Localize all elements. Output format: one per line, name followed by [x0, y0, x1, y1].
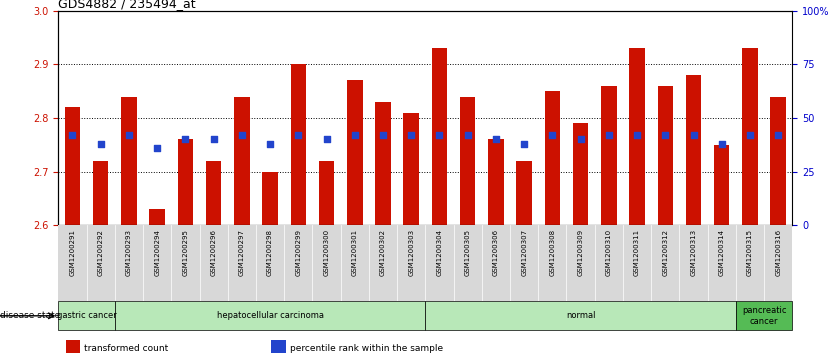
Bar: [686, 75, 701, 225]
Text: GSM1200292: GSM1200292: [98, 229, 103, 276]
Text: GSM1200296: GSM1200296: [211, 229, 217, 276]
Text: GSM1200312: GSM1200312: [662, 229, 668, 276]
Bar: [65, 107, 80, 225]
Point: [207, 136, 220, 142]
Point: [433, 132, 446, 138]
Bar: [630, 48, 645, 225]
Text: GSM1200308: GSM1200308: [550, 229, 555, 276]
Text: transformed count: transformed count: [84, 344, 168, 353]
Bar: [234, 97, 249, 225]
Bar: [404, 113, 419, 225]
Text: GSM1200313: GSM1200313: [691, 229, 696, 276]
Text: GSM1200302: GSM1200302: [380, 229, 386, 276]
Point: [687, 132, 701, 138]
Point: [150, 145, 163, 151]
Text: GSM1200303: GSM1200303: [408, 229, 414, 276]
Text: disease state: disease state: [0, 311, 60, 320]
Bar: [149, 209, 165, 225]
Text: percentile rank within the sample: percentile rank within the sample: [289, 344, 443, 353]
Bar: [601, 86, 616, 225]
Bar: [206, 161, 221, 225]
Bar: [347, 81, 363, 225]
Bar: [545, 91, 560, 225]
Bar: [93, 161, 108, 225]
Text: GSM1200306: GSM1200306: [493, 229, 499, 276]
Bar: [178, 139, 193, 225]
Text: GSM1200315: GSM1200315: [747, 229, 753, 276]
Bar: [375, 102, 391, 225]
Text: gastric cancer: gastric cancer: [57, 311, 117, 320]
Bar: [714, 145, 730, 225]
Bar: [736, 301, 792, 330]
Bar: [115, 301, 425, 330]
Bar: [66, 340, 80, 353]
Bar: [742, 48, 758, 225]
Point: [771, 132, 785, 138]
Text: GSM1200295: GSM1200295: [183, 229, 188, 276]
Point: [235, 132, 249, 138]
Text: GSM1200298: GSM1200298: [267, 229, 273, 276]
Point: [715, 141, 728, 147]
Text: GSM1200291: GSM1200291: [69, 229, 76, 276]
Point: [264, 141, 277, 147]
Text: GSM1200299: GSM1200299: [295, 229, 301, 276]
Text: GSM1200293: GSM1200293: [126, 229, 132, 276]
Text: pancreatic
cancer: pancreatic cancer: [741, 306, 786, 326]
Point: [94, 141, 108, 147]
Point: [404, 132, 418, 138]
Point: [490, 136, 503, 142]
Point: [574, 136, 587, 142]
Text: GSM1200294: GSM1200294: [154, 229, 160, 276]
Bar: [573, 123, 588, 225]
Point: [320, 136, 334, 142]
Point: [461, 132, 475, 138]
Bar: [488, 139, 504, 225]
Text: GSM1200304: GSM1200304: [436, 229, 443, 276]
Bar: [771, 97, 786, 225]
Point: [631, 132, 644, 138]
Bar: [319, 161, 334, 225]
Bar: [58, 301, 115, 330]
Point: [66, 132, 79, 138]
Text: GSM1200301: GSM1200301: [352, 229, 358, 276]
Point: [348, 132, 361, 138]
Point: [123, 132, 136, 138]
Text: GSM1200314: GSM1200314: [719, 229, 725, 276]
Point: [178, 136, 192, 142]
Point: [743, 132, 756, 138]
Bar: [425, 301, 736, 330]
Point: [376, 132, 389, 138]
Point: [659, 132, 672, 138]
Bar: [460, 97, 475, 225]
Point: [292, 132, 305, 138]
Text: GDS4882 / 235494_at: GDS4882 / 235494_at: [58, 0, 196, 10]
Text: GSM1200311: GSM1200311: [634, 229, 640, 276]
Bar: [432, 48, 447, 225]
Point: [545, 132, 559, 138]
Bar: [290, 65, 306, 225]
Text: GSM1200309: GSM1200309: [578, 229, 584, 276]
Text: GSM1200310: GSM1200310: [605, 229, 612, 276]
Text: GSM1200297: GSM1200297: [239, 229, 245, 276]
Bar: [121, 97, 137, 225]
Point: [602, 132, 615, 138]
Bar: [657, 86, 673, 225]
Text: GSM1200307: GSM1200307: [521, 229, 527, 276]
Point: [517, 141, 530, 147]
Text: hepatocellular carcinoma: hepatocellular carcinoma: [217, 311, 324, 320]
Text: GSM1200316: GSM1200316: [775, 229, 781, 276]
Bar: [271, 340, 286, 353]
Bar: [516, 161, 532, 225]
Text: normal: normal: [565, 311, 595, 320]
Text: GSM1200305: GSM1200305: [465, 229, 470, 276]
Bar: [263, 171, 278, 225]
Text: GSM1200300: GSM1200300: [324, 229, 329, 276]
